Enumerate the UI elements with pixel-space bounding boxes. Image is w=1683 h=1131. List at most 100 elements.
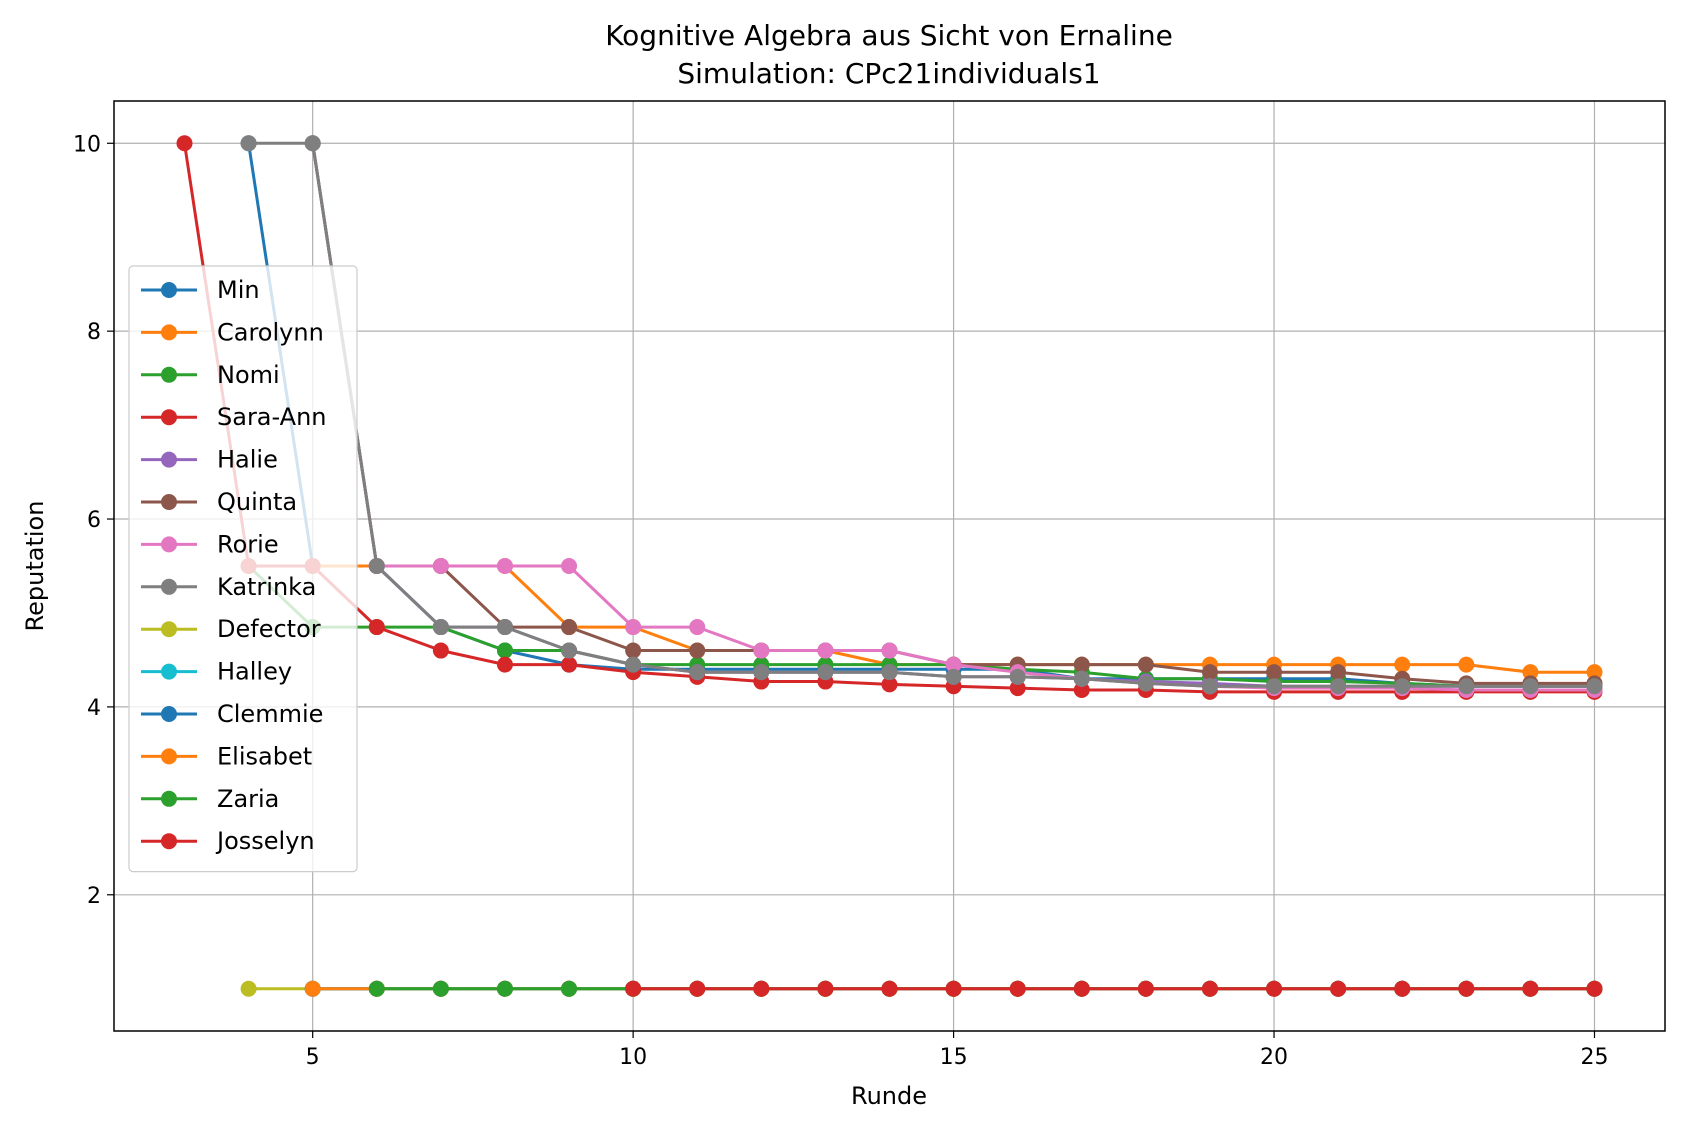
data-point [1330,980,1347,997]
y-tick-label: 8 [87,320,101,345]
data-point [1458,678,1475,695]
legend-label: Clemmie [217,700,323,728]
legend-label: Min [217,276,260,304]
legend-marker [161,536,177,553]
series-line [248,141,1595,688]
data-point [432,558,449,574]
data-point [368,980,385,997]
series-13 [625,980,1603,997]
data-point [1266,664,1283,681]
data-point [1586,678,1603,695]
data-point [1394,678,1411,695]
legend: Min Carolynn Nomi Sara-Ann Halie Quinta Rorie K… [128,265,358,873]
data-point [1522,664,1539,681]
legend-marker [161,494,177,510]
data-point [240,980,257,997]
data-point [689,619,706,636]
data-point [561,656,578,673]
x-tick-label: 25 [1581,1045,1609,1070]
data-point [496,642,513,659]
legend-marker [161,621,177,638]
data-point [625,619,642,636]
legend-marker [161,324,177,341]
data-point [496,656,513,673]
legend-marker [161,451,177,468]
legend-box [128,265,358,873]
data-point [1073,656,1090,673]
plot-frame [113,100,1666,1032]
chart-title: Kognitive Algebra aus Sicht von Ernaline [605,19,1173,52]
data-point [368,558,385,574]
y-axis-label: Reputation [21,501,49,632]
legend-marker [161,366,177,383]
legend-label: Rorie [217,530,279,558]
data-point [496,619,513,636]
data-point [689,642,706,659]
legend-label: Elisabet [217,742,312,770]
data-point [945,980,962,997]
legend-label: Halley [217,658,292,686]
legend-marker [161,282,177,298]
legend-marker [161,790,177,807]
legend-item: Carolynn [141,318,324,346]
data-point [176,135,193,152]
legend-label: Quinta [217,488,297,516]
data-point [561,980,578,997]
legend-item: Clemmie [141,700,323,728]
data-point [1009,980,1026,997]
legend-marker [161,578,177,595]
grid [114,101,1665,1031]
data-point [753,980,770,997]
data-point [945,668,962,685]
legend-label: Carolynn [217,318,324,346]
data-point [1266,980,1283,997]
data-point [304,980,321,997]
legend-marker [161,409,177,426]
data-point [881,664,898,681]
data-point [881,980,898,997]
data-point [496,558,513,574]
series-7 [240,135,1603,695]
data-point [817,642,834,659]
data-point [1073,980,1090,997]
legend-marker [161,748,177,765]
legend-item: Katrinka [141,573,316,601]
legend-item: Halley [141,658,292,686]
data-point [1201,664,1218,681]
x-tick-label: 20 [1260,1045,1288,1070]
legend-marker [161,663,177,680]
legend-marker [161,706,177,722]
data-point [1394,656,1411,673]
data-point [625,980,642,997]
data-point [561,558,578,574]
x-tick-label: 10 [619,1045,647,1070]
y-tick-label: 2 [87,884,101,909]
y-tick-label: 4 [87,696,101,721]
legend-label: Halie [217,446,278,474]
data-point [881,642,898,659]
data-point [689,980,706,997]
series-6 [368,558,1603,698]
data-point [625,656,642,673]
legend-label: Nomi [217,361,280,389]
data-point [1073,682,1090,698]
legend-label: Zaria [217,785,279,813]
legend-item: Quinta [141,488,297,516]
data-point [1266,678,1283,695]
data-point [753,642,770,659]
data-point [753,664,770,681]
data-point [368,619,385,636]
data-point [1009,680,1026,697]
data-point [881,676,898,693]
legend-label: Josselyn [215,827,315,855]
data-point [1522,678,1539,695]
data-point [561,619,578,636]
data-point [817,980,834,997]
y-tick-label: 10 [73,132,101,157]
series-layer [176,135,1603,997]
data-point [1137,980,1154,997]
data-point [561,642,578,659]
data-point [689,664,706,681]
chart-subtitle: Simulation: CPc21individuals1 [677,57,1100,90]
legend-label: Katrinka [217,573,316,601]
